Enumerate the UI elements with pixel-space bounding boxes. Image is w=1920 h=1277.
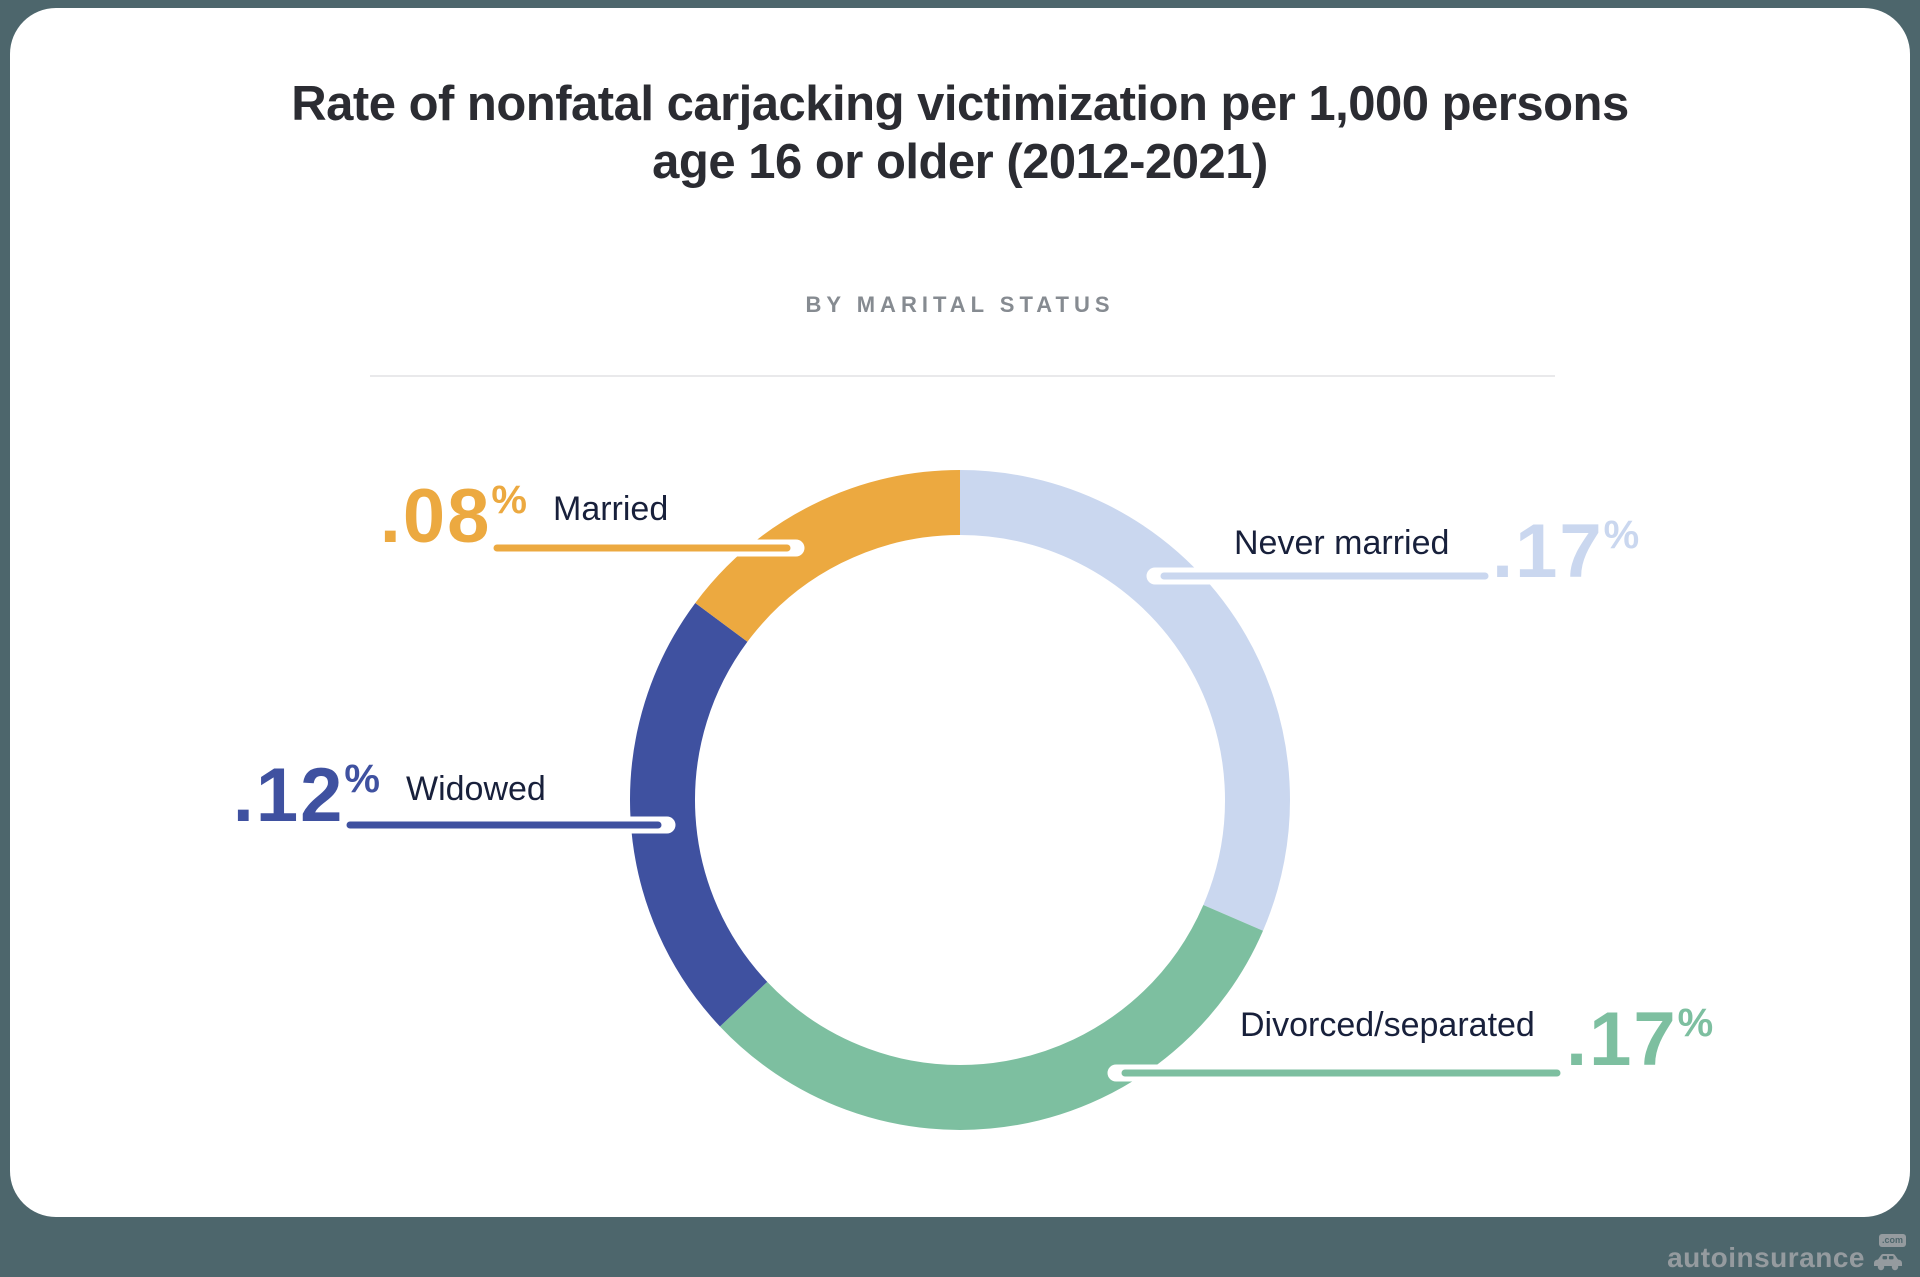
married-value: .08% (250, 479, 527, 555)
divorced-separated-percent-sign: % (1677, 1000, 1714, 1045)
donut-segment-widowed (630, 602, 768, 1027)
divorced-separated-label: Divorced/separated (1240, 1006, 1535, 1044)
brand-watermark-icon: .com (1870, 1234, 1906, 1272)
chart-subtitle: BY MARITAL STATUS (805, 292, 1115, 317)
donut-segment-divorced-separated (719, 904, 1263, 1130)
brand-watermark: autoinsurance .com (1667, 1234, 1906, 1272)
married-value-number: .08 (379, 474, 492, 559)
brand-watermark-text: autoinsurance (1667, 1242, 1865, 1273)
never-married-label: Never married (1234, 524, 1450, 562)
divorced-separated-value: .17% (1566, 1002, 1713, 1078)
never-married-value: .17% (1492, 514, 1639, 590)
widowed-percent-sign: % (344, 756, 380, 801)
car-icon (1874, 1254, 1902, 1271)
married-percent-sign: % (491, 477, 527, 522)
widowed-value-number: .12 (232, 753, 345, 838)
chart-title: Rate of nonfatal carjacking victimizatio… (291, 77, 1629, 189)
donut-segment-never-married (959, 470, 1290, 931)
chart-card (10, 8, 1910, 1217)
never-married-value-number: .17 (1492, 509, 1604, 594)
widowed-label: Widowed (406, 770, 546, 808)
married-label: Married (553, 490, 669, 528)
donut-segment-married (695, 470, 961, 643)
divorced-separated-value-number: .17 (1566, 997, 1678, 1082)
widowed-value: .12% (140, 758, 380, 834)
never-married-percent-sign: % (1603, 512, 1640, 557)
dot-com-badge: .com (1878, 1234, 1906, 1247)
divider (370, 375, 1555, 377)
